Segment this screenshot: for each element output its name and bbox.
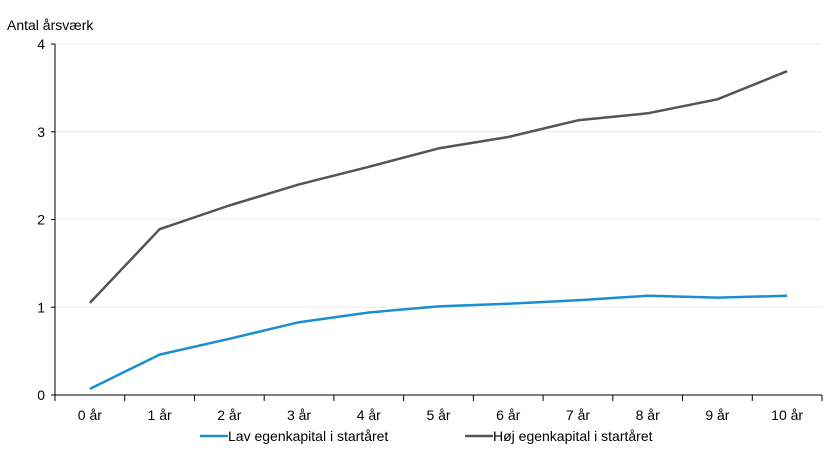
y-axis-title: Antal årsværk <box>7 17 94 33</box>
x-tick-label: 1 år <box>148 407 172 423</box>
x-tick-label: 2 år <box>217 407 241 423</box>
x-tick-label: 10 år <box>771 407 803 423</box>
x-tick-label: 8 år <box>636 407 660 423</box>
legend-label-2: Høj egenkapital i startåret <box>493 428 653 444</box>
x-tick-label: 9 år <box>705 407 729 423</box>
y-tick-label: 3 <box>37 124 45 140</box>
x-tick-label: 6 år <box>496 407 520 423</box>
legend-label-1: Lav egenkapital i startåret <box>228 428 388 444</box>
y-tick-label: 4 <box>37 36 45 52</box>
series-lines <box>88 70 788 391</box>
x-axis: 0 år 1 år 2 år 3 år 4 år 5 år 6 år 7 år 8 år 9 år… <box>54 44 823 423</box>
series-line-1 <box>89 294 788 391</box>
x-tick-label: 7 år <box>566 407 590 423</box>
y-tick-label: 0 <box>37 387 45 403</box>
x-tick-label: 3 år <box>287 407 311 423</box>
x-tick-label: 0 år <box>78 407 102 423</box>
y-axis-ticks: 0 1 2 3 4 <box>37 36 55 403</box>
gridlines <box>55 43 822 308</box>
y-tick-label: 2 <box>37 212 45 228</box>
x-tick-label: 5 år <box>426 407 450 423</box>
series-line-2 <box>88 70 788 304</box>
x-tick-label: 4 år <box>357 407 381 423</box>
legend: Lav egenkapital i startåret Høj egenkapit… <box>200 428 653 444</box>
y-tick-label: 1 <box>37 299 45 315</box>
